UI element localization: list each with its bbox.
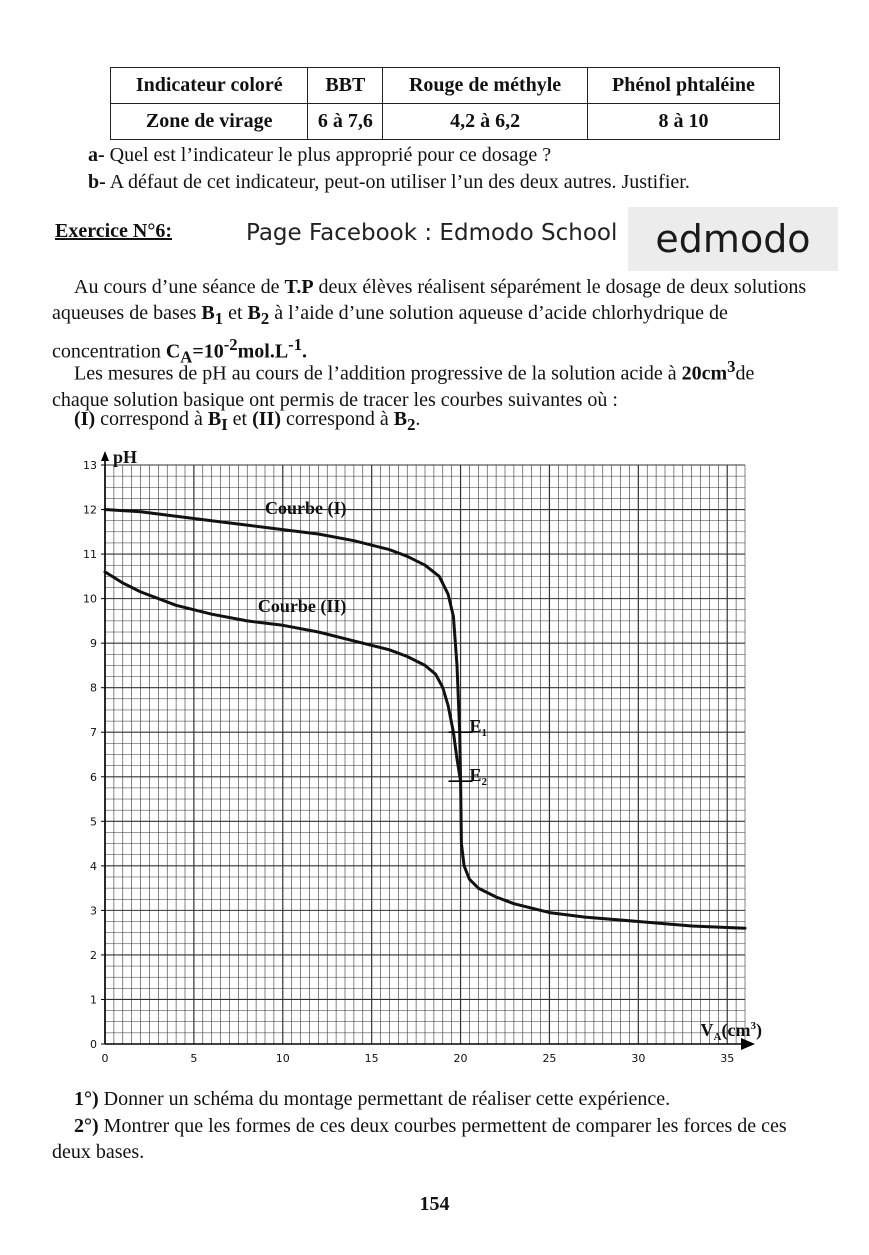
x-tick-label: 15 <box>365 1052 379 1065</box>
y-axis-arrow-icon <box>101 451 109 461</box>
text-span: B <box>247 302 261 324</box>
text-span: C <box>165 340 181 363</box>
text-span: -2 <box>223 335 238 354</box>
y-axis-label: pH <box>113 447 137 467</box>
table-header-cell: Indicateur coloré <box>109 67 309 104</box>
text-span: T.P <box>284 276 314 298</box>
text-span: -1 <box>288 335 303 354</box>
text-span: B <box>201 302 215 324</box>
x-tick-label: 20 <box>454 1052 468 1065</box>
y-tick-label: 6 <box>90 771 97 784</box>
text-span: correspond à <box>95 408 208 430</box>
text-span: 1°) <box>74 1088 99 1110</box>
facebook-page-text: Page Facebook : Edmodo School <box>246 220 618 246</box>
table-cell: Zone de virage <box>109 103 309 140</box>
text-span: et <box>223 302 248 324</box>
y-tick-label: 11 <box>83 548 97 561</box>
text-span: 1 <box>214 309 224 328</box>
chart-axes <box>101 451 755 1050</box>
x-tick-label: 25 <box>542 1052 556 1065</box>
text-span: 3 <box>727 357 736 376</box>
table-cell: 4,2 à 6,2 <box>382 103 588 140</box>
chart-annotation: Courbe (II) <box>258 596 347 617</box>
text-span: Donner un schéma du montage permettant d… <box>98 1088 671 1110</box>
exercise-paragraph-1: Au cours d’une séance de T.P deux élèves… <box>52 274 812 371</box>
indicator-table: Indicateur coloré BBT Rouge de méthyle P… <box>109 67 781 140</box>
x-axis-arrow-icon <box>741 1038 755 1050</box>
y-tick-label: 5 <box>90 815 97 828</box>
table-header-cell: Rouge de méthyle <box>382 67 588 104</box>
y-tick-label: 13 <box>83 459 97 472</box>
chart-annotation: E1 <box>469 716 487 739</box>
y-tick-label: 2 <box>90 949 97 962</box>
text-span: deux élèves réalisent séparément le dosa… <box>52 276 807 324</box>
edmodo-logo: edmodo <box>628 207 838 271</box>
text-span: (II) <box>252 408 281 430</box>
text-span: Montrer que les formes de ces deux courb… <box>52 1115 787 1163</box>
y-tick-label: 9 <box>90 637 97 650</box>
table-cell: 8 à 10 <box>586 103 781 140</box>
chart-annotation: Courbe (I) <box>265 498 347 519</box>
table-cell: 6 à 7,6 <box>307 103 384 140</box>
y-tick-label: 4 <box>90 860 97 873</box>
text-span: 2°) <box>74 1115 99 1137</box>
text-span: et <box>227 408 253 430</box>
text-span: . <box>415 408 421 430</box>
series-line-1 <box>103 508 747 930</box>
chart-grid <box>104 464 746 1045</box>
final-question-1: 1°) Donner un schéma du montage permetta… <box>74 1086 794 1112</box>
series-line-2 <box>103 570 463 783</box>
exercise-title: Exercice N°6: <box>55 220 173 242</box>
chart-annotation: E2 <box>469 765 487 788</box>
y-tick-label: 12 <box>83 504 97 517</box>
x-tick-label: 30 <box>631 1052 645 1065</box>
x-tick-label: 5 <box>190 1052 197 1065</box>
y-tick-label: 0 <box>90 1038 97 1051</box>
x-tick-label: 35 <box>720 1052 734 1065</box>
text-span: correspond à <box>281 408 394 430</box>
text-span: . <box>302 340 308 363</box>
question-a-text: Quel est l’indicateur le plus approprié … <box>104 144 552 166</box>
y-tick-label: 3 <box>90 904 97 917</box>
text-span: Au cours d’une séance de <box>74 276 285 298</box>
text-span: à l’aide d’une solution aqueuse d’acide … <box>52 302 728 363</box>
text-span: Les mesures de pH au cours de l’addition… <box>74 362 682 385</box>
y-tick-label: 7 <box>90 726 97 739</box>
text-span: de chaque solution basique ont permis de… <box>52 362 755 411</box>
exercise-paragraph-3: (I) correspond à BI et (II) correspond à… <box>74 406 834 438</box>
text-span: 2 <box>260 309 270 328</box>
chart-annotations: Courbe (I) Courbe (II) E1 E2 <box>258 498 488 788</box>
text-span: mol.L <box>237 340 289 363</box>
table-header-cell: Phénol phtaléine <box>586 67 781 104</box>
table-header-row: Indicateur coloré BBT Rouge de méthyle P… <box>109 67 781 104</box>
question-b-text: A défaut de cet indicateur, peut-on util… <box>105 171 690 193</box>
x-tick-label: 0 <box>102 1052 109 1065</box>
table-row: Zone de virage 6 à 7,6 4,2 à 6,2 8 à 10 <box>109 103 781 140</box>
text-span: A <box>180 347 193 367</box>
text-span: 2 <box>407 415 416 434</box>
question-b: b- A défaut de cet indicateur, peut-on u… <box>88 171 690 194</box>
text-span: =10 <box>192 340 224 363</box>
text-span: B <box>207 408 222 430</box>
x-axis-label: VA(cm3) <box>701 1020 762 1043</box>
text-span: B <box>393 408 408 430</box>
question-a: a- Quel est l’indicateur le plus appropr… <box>88 144 551 167</box>
question-b-label: b- <box>88 171 106 193</box>
table-header-cell: BBT <box>307 67 384 104</box>
text-span: I <box>221 415 228 434</box>
final-question-2: 2°) Montrer que les formes de ces deux c… <box>52 1113 792 1165</box>
y-tick-label: 8 <box>90 682 97 695</box>
text-span: (I) <box>74 408 96 430</box>
y-tick-label: 1 <box>90 993 97 1006</box>
exercise-paragraph-2: Les mesures de pH au cours de l’addition… <box>52 354 812 413</box>
chart-series <box>103 508 747 930</box>
text-span: 20cm <box>681 362 728 385</box>
x-tick-label: 10 <box>276 1052 290 1065</box>
y-tick-label: 10 <box>83 593 97 606</box>
page-number: 154 <box>419 1193 450 1215</box>
question-a-label: a- <box>88 144 105 166</box>
